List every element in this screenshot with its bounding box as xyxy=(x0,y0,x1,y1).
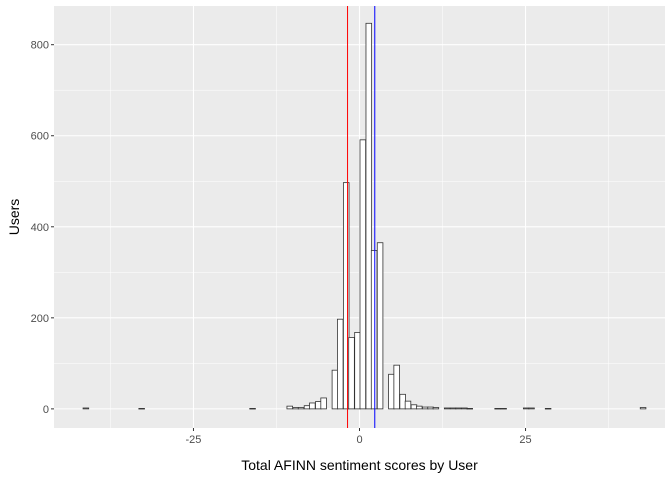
histogram-bar xyxy=(432,407,440,410)
histogram-bar xyxy=(399,393,406,410)
histogram-bar xyxy=(370,250,378,410)
histogram-bar xyxy=(494,408,501,410)
y-tick-label: 800 xyxy=(31,40,49,52)
histogram-bars xyxy=(82,22,647,410)
histogram-bar xyxy=(449,407,457,410)
y-tick-label: 200 xyxy=(31,313,49,325)
histogram-bar xyxy=(422,406,429,410)
histogram-bar xyxy=(138,408,145,410)
histogram-bar xyxy=(315,401,322,410)
histogram-bar xyxy=(337,318,344,410)
major-gridlines xyxy=(54,6,665,428)
x-axis-title: Total AFINN sentiment scores by User xyxy=(241,457,478,473)
histogram-bar xyxy=(376,242,384,410)
histogram-bar xyxy=(354,332,361,410)
histogram-bar xyxy=(359,139,367,410)
histogram-bar xyxy=(404,400,412,410)
x-tick-label: 25 xyxy=(519,434,531,446)
histogram-bar xyxy=(500,408,507,410)
histogram-bar xyxy=(466,408,473,410)
histogram-bar xyxy=(292,407,299,410)
x-tick-label: 0 xyxy=(356,434,362,446)
histogram-bar xyxy=(82,407,90,410)
histogram-bar xyxy=(388,373,395,410)
y-tick-label: 600 xyxy=(31,131,49,143)
histogram-bar xyxy=(342,182,350,410)
histogram-bar xyxy=(286,405,293,410)
histogram-bar xyxy=(528,407,535,410)
histogram-bar xyxy=(639,407,647,410)
histogram-bar xyxy=(303,405,311,410)
histogram-bar xyxy=(522,407,530,410)
y-axis-ticks: 0 200 400 600 800 xyxy=(31,40,54,416)
histogram-bar xyxy=(249,408,256,410)
histogram-bar xyxy=(544,408,552,410)
histogram-bar xyxy=(348,337,355,410)
histogram-bar xyxy=(309,402,316,410)
histogram-bar xyxy=(393,364,400,410)
x-axis-ticks: -25 0 25 xyxy=(186,428,532,446)
histogram-bar xyxy=(443,407,451,410)
histogram-bar xyxy=(297,407,305,410)
histogram-bar xyxy=(331,369,339,410)
y-tick-label: 400 xyxy=(31,222,49,234)
histogram-bar xyxy=(365,22,373,410)
histogram-bar xyxy=(461,407,468,410)
histogram-bar xyxy=(416,405,423,410)
histogram-bar xyxy=(455,407,462,410)
y-axis-title: Users xyxy=(6,199,22,236)
histogram-bar xyxy=(427,406,434,410)
histogram-bar xyxy=(410,404,418,410)
x-tick-label: -25 xyxy=(186,434,202,446)
histogram-bar xyxy=(320,397,327,410)
reference-lines xyxy=(347,6,376,428)
y-tick-label: 0 xyxy=(43,404,49,416)
